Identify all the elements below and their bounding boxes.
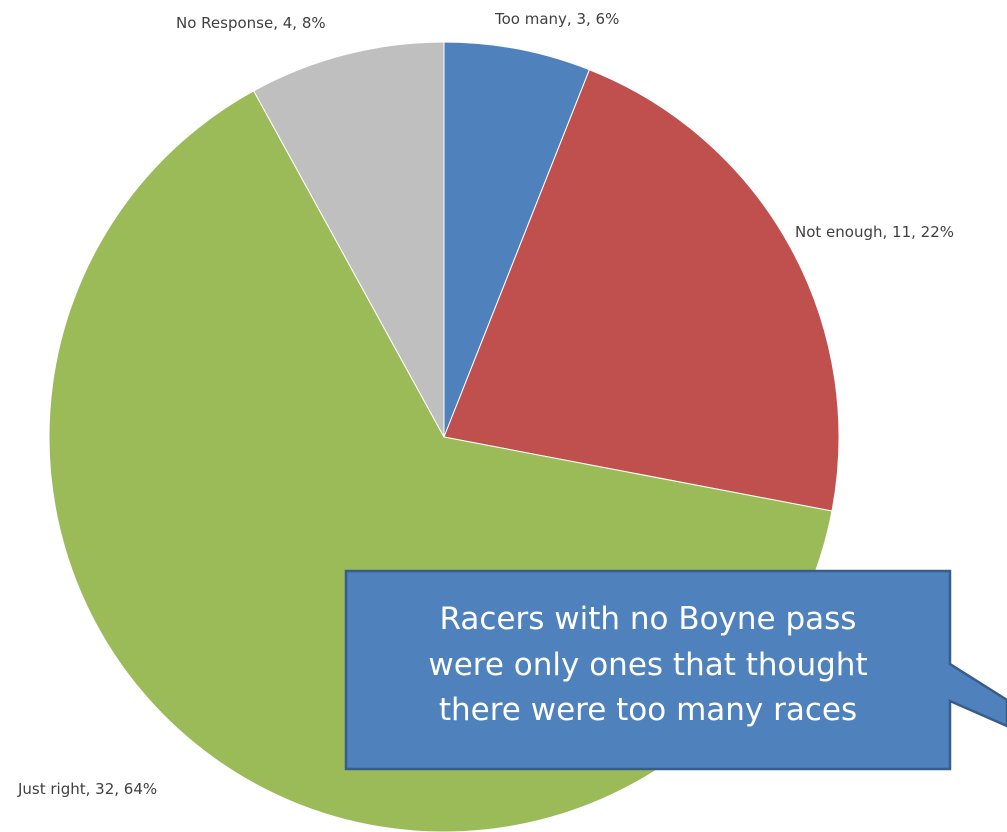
slice-label-too-many: Too many, 3, 6%: [494, 10, 619, 28]
slice-label-no-response: No Response, 4, 8%: [176, 14, 326, 32]
callout-line-2: were only ones that thought: [428, 647, 867, 683]
pie-slice-no-response: [253, 41, 445, 438]
pie-slice-not-enough: [443, 69, 840, 512]
callout-box: [344, 569, 1007, 771]
callout-line-3: there were too many races: [439, 692, 857, 728]
slice-label-not-enough: Not enough, 11, 22%: [795, 223, 954, 241]
slice-label-just-right: Just right, 32, 64%: [17, 780, 157, 798]
callout: Racers with no Boyne pass were only ones…: [344, 569, 1007, 771]
callout-line-1: Racers with no Boyne pass: [440, 601, 857, 637]
pie-slice-too-many: [443, 41, 591, 438]
